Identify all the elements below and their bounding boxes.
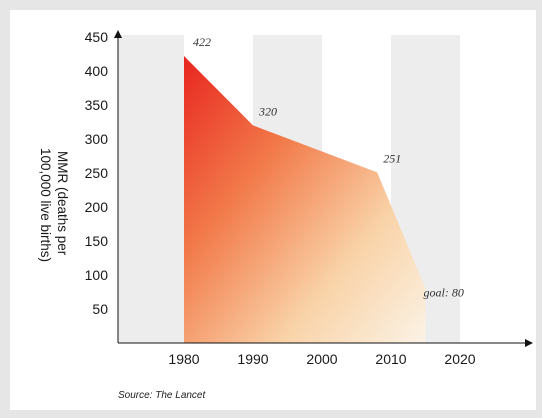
source-note: Source: The Lancet bbox=[118, 390, 206, 401]
y-axis-label: MMR (deaths per 100,000 live births) bbox=[38, 148, 70, 262]
y-axis-label-line-1: MMR (deaths per bbox=[55, 151, 70, 256]
x-tick-2010: 2010 bbox=[375, 351, 406, 367]
y-axis-label-line-2: 100,000 live births) bbox=[38, 148, 53, 262]
y-tick-150: 150 bbox=[85, 233, 109, 249]
x-tick-2020: 2020 bbox=[444, 351, 475, 367]
x-tick-1990: 1990 bbox=[237, 351, 268, 367]
x-axis-arrow bbox=[525, 339, 533, 347]
data-label-2: 251 bbox=[383, 151, 401, 165]
y-tick-450: 450 bbox=[85, 29, 109, 45]
y-tick-200: 200 bbox=[85, 199, 109, 215]
decade-band-0 bbox=[118, 35, 184, 343]
y-tick-250: 250 bbox=[85, 165, 109, 181]
x-tick-2000: 2000 bbox=[306, 351, 337, 367]
data-label-3: goal: 80 bbox=[424, 286, 464, 300]
y-tick-300: 300 bbox=[85, 131, 109, 147]
mmr-area bbox=[184, 56, 426, 343]
data-label-1: 320 bbox=[258, 104, 277, 118]
x-tick-1980: 1980 bbox=[168, 351, 199, 367]
y-tick-400: 400 bbox=[85, 63, 109, 79]
y-tick-50: 50 bbox=[92, 301, 108, 317]
y-tick-350: 350 bbox=[85, 97, 109, 113]
y-axis-arrow bbox=[114, 30, 122, 38]
data-label-0: 422 bbox=[193, 35, 211, 49]
y-tick-100: 100 bbox=[85, 267, 109, 283]
